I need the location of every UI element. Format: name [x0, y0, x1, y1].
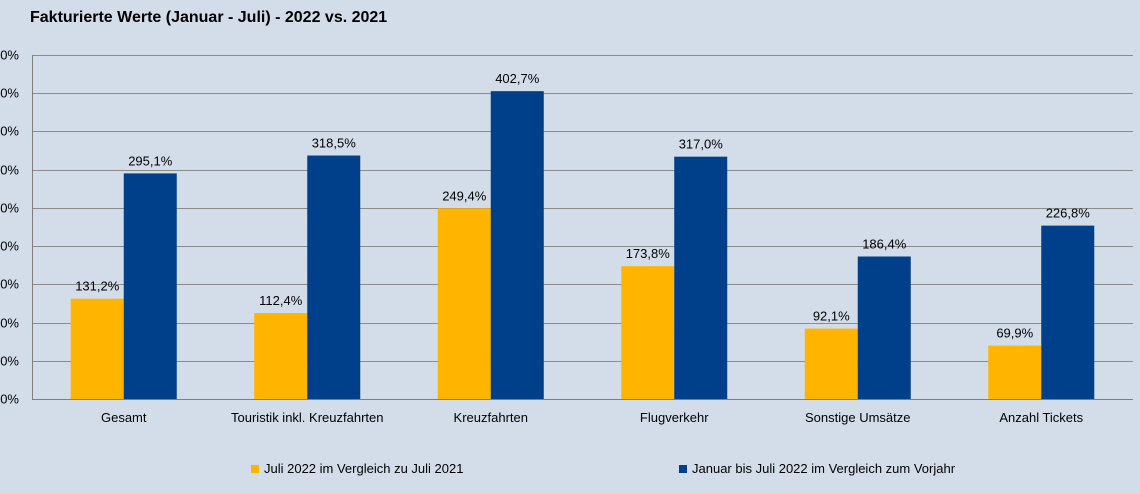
data-label: 92,1%: [813, 309, 850, 324]
legend-label-juli: Juli 2022 im Vergleich zu Juli 2021: [264, 461, 464, 476]
bar-juli-1: [254, 313, 308, 399]
y-tick-label: 0%: [0, 86, 19, 101]
y-tick-label: 0%: [0, 201, 19, 216]
x-tick-label: Gesamt: [101, 410, 147, 425]
bar-juli-3: [621, 266, 675, 399]
y-tick-label: 0%: [0, 239, 19, 254]
legend-label-januar-bis-juli: Januar bis Juli 2022 im Vergleich zum Vo…: [692, 461, 956, 476]
data-label: 249,4%: [442, 188, 487, 203]
bar-januar-bis-juli-3: [674, 156, 728, 399]
bar-januar-bis-juli-0: [123, 173, 177, 399]
data-label: 318,5%: [312, 136, 357, 151]
bar-juli-0: [70, 298, 124, 399]
chart-title: Fakturierte Werte (Januar - Juli) - 2022…: [30, 9, 388, 26]
y-tick-label: 0%: [0, 316, 19, 331]
data-label: 402,7%: [495, 71, 540, 86]
legend-item-juli: Juli 2022 im Vergleich zu Juli 2021: [251, 461, 463, 476]
y-tick-label: 0%: [0, 48, 19, 63]
chart-legend: Juli 2022 im Vergleich zu Juli 2021 Janu…: [0, 461, 1140, 481]
legend-swatch-januar-bis-juli: [679, 464, 687, 473]
bar-juli-4: [804, 328, 858, 399]
data-label: 131,2%: [75, 279, 120, 294]
bar-januar-bis-juli-1: [307, 155, 361, 399]
x-tick-label: Flugverkehr: [640, 410, 709, 425]
bar-januar-bis-juli-2: [490, 91, 544, 399]
x-tick-label: Anzahl Tickets: [999, 410, 1083, 425]
legend-swatch-juli: [251, 464, 259, 473]
y-tick-label: 0%: [0, 277, 19, 292]
x-tick-label: Sonstige Umsätze: [805, 410, 911, 425]
plot-area: [32, 55, 1133, 399]
bar-januar-bis-juli-4: [857, 256, 911, 399]
data-label: 69,9%: [996, 326, 1033, 341]
bar-januar-bis-juli-5: [1041, 225, 1095, 399]
data-label: 295,1%: [128, 153, 173, 168]
data-label: 186,4%: [862, 237, 907, 252]
y-tick-label: 0%: [0, 163, 19, 178]
y-tick-label: 0%: [0, 354, 19, 369]
data-label: 173,8%: [626, 246, 671, 261]
bar-juli-5: [988, 345, 1042, 399]
y-tick-label: 0%: [0, 392, 19, 407]
data-label: 317,0%: [679, 137, 724, 152]
data-label: 112,4%: [259, 293, 303, 308]
legend-item-januar-bis-juli: Januar bis Juli 2022 im Vergleich zum Vo…: [679, 461, 955, 476]
bar-juli-2: [437, 208, 491, 399]
x-tick-label: Touristik inkl. Kreuzfahrten: [231, 410, 383, 425]
x-tick-label: Kreuzfahrten: [454, 410, 528, 425]
y-tick-label: 0%: [0, 124, 19, 139]
data-label: 226,8%: [1046, 206, 1091, 221]
